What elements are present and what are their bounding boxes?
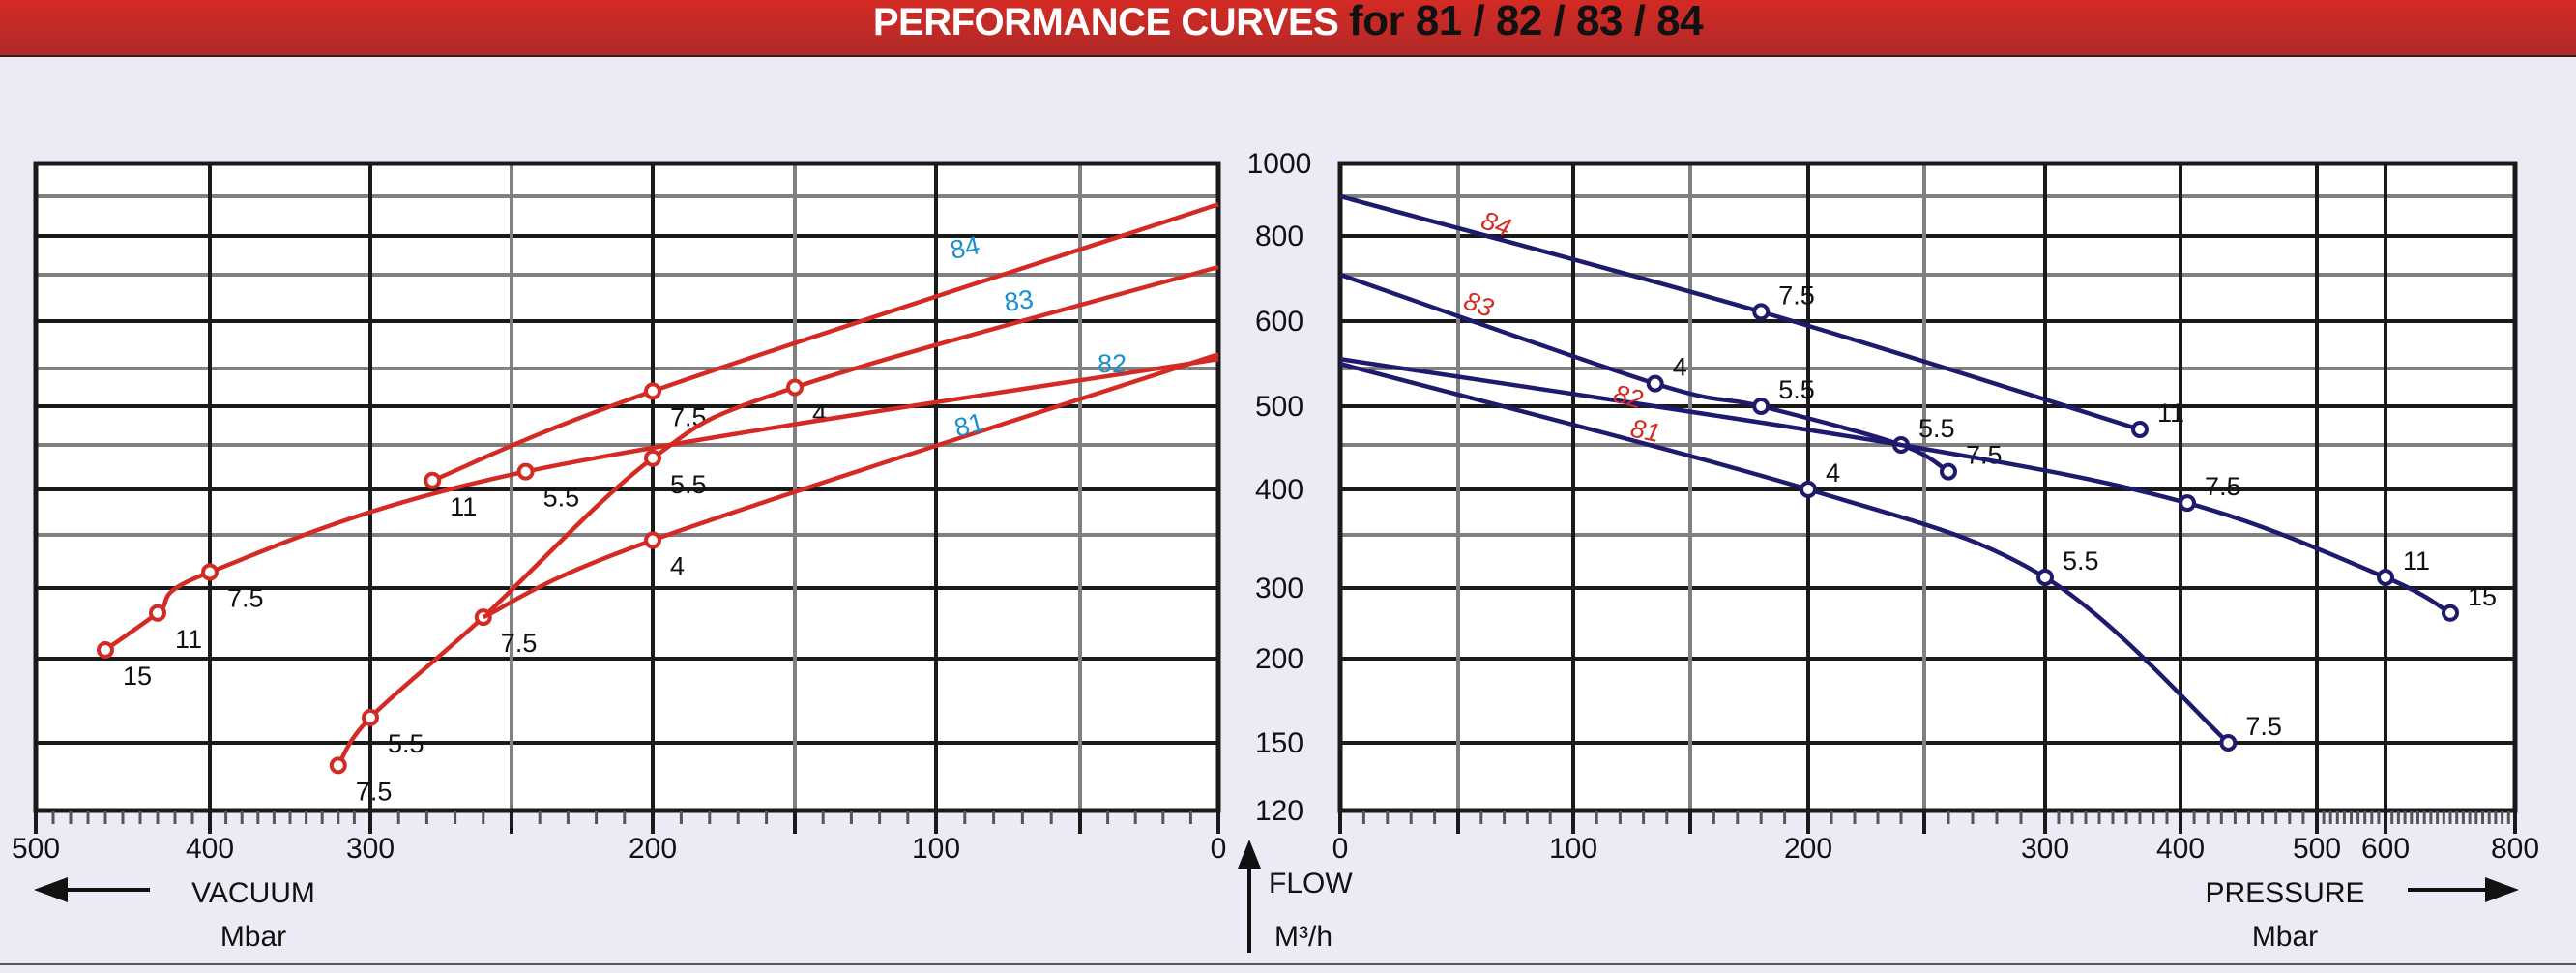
vacuum-curves: 11 7.5 7.5 5.5 7.5 5.5 4 15 11 7.5 5.5 4 [97, 202, 1219, 806]
data-point-marker [644, 531, 661, 549]
pressure-tick-label: 800 [2491, 833, 2539, 865]
data-point-marker [644, 449, 661, 467]
kw-label: 5.5 [543, 484, 580, 513]
flow-tick-label: 200 [1255, 643, 1303, 675]
kw-label: 5.5 [388, 729, 424, 758]
data-point-marker [2036, 569, 2054, 586]
data-point-marker [2377, 569, 2394, 586]
kw-label: 11 [450, 492, 477, 521]
data-point-marker [362, 708, 379, 726]
kw-label: 11 [2157, 398, 2184, 428]
data-point-marker [2442, 604, 2459, 622]
vacuum-tick-label: 100 [912, 833, 960, 865]
pressure-tick-label: 600 [2361, 833, 2410, 865]
pressure-tick-label: 500 [2293, 833, 2341, 865]
arrow-left-icon [34, 877, 68, 902]
model-label-84: 84 [948, 230, 982, 265]
kw-label: 11 [2403, 546, 2430, 575]
vacuum-grid [33, 161, 1221, 813]
kw-label: 7.5 [2205, 472, 2241, 501]
data-point-marker [97, 641, 114, 659]
flow-tick-label: 120 [1255, 795, 1303, 827]
data-point-marker [424, 471, 442, 489]
data-point-marker [516, 462, 535, 481]
bottom-divider [0, 963, 2576, 965]
kw-label: 4 [1673, 353, 1687, 382]
data-point-marker [1752, 398, 1771, 415]
flow-tick-label: 800 [1255, 221, 1303, 252]
curve-81 [1339, 361, 2230, 745]
arrow-up-icon [1238, 840, 1261, 869]
kw-label: 7.5 [356, 777, 393, 806]
model-label-81: 81 [1628, 414, 1663, 449]
flow-axis-label: FLOW [1269, 868, 1353, 899]
axis-arrows [34, 840, 2519, 953]
flow-tick-label: 400 [1255, 474, 1303, 506]
flow-unit-label: M³/h [1274, 921, 1332, 953]
flow-tick-label: 300 [1255, 573, 1303, 604]
vacuum-tick-label: 400 [186, 833, 234, 865]
vacuum-unit-label: Mbar [220, 921, 286, 953]
kw-label: 15 [2468, 582, 2497, 611]
pressure-unit-label: Mbar [2252, 921, 2318, 953]
pressure-grid [1337, 161, 2518, 813]
data-point-marker [2179, 494, 2197, 513]
kw-label: 5.5 [2063, 546, 2099, 575]
data-point-marker [1800, 481, 1817, 498]
data-point-marker [201, 563, 219, 581]
kw-label: 4 [1826, 458, 1840, 487]
vacuum-tick-label: 300 [346, 833, 395, 865]
kw-label: 5.5 [670, 470, 707, 499]
kw-label: 5.5 [1918, 414, 1955, 443]
pressure-tick-label: 400 [2156, 833, 2205, 865]
data-point-marker [2219, 734, 2238, 752]
kw-label: 7.5 [227, 584, 264, 613]
title-main: PERFORMANCE CURVES [872, 1, 1339, 44]
kw-label: 11 [175, 625, 202, 654]
data-point-marker [1752, 303, 1771, 321]
model-label-83: 83 [1003, 284, 1036, 317]
pressure-x-ticks [1338, 811, 2517, 834]
data-point-marker [1646, 374, 1664, 393]
flow-tick-label: 600 [1255, 306, 1303, 338]
kw-label: 7.5 [501, 629, 538, 658]
pressure-tick-label: 300 [2021, 833, 2069, 865]
title-bar: PERFORMANCE CURVES for 81 / 82 / 83 / 84 [0, 0, 2576, 57]
kw-label: 7.5 [2245, 712, 2282, 741]
flow-tick-label: 500 [1255, 391, 1303, 423]
pressure-axis-label: PRESSURE [2205, 877, 2364, 909]
vacuum-x-ticks [34, 811, 1220, 834]
curve-84 [431, 202, 1219, 483]
page-title: PERFORMANCE CURVES for 81 / 82 / 83 / 84 [0, 0, 2576, 44]
vacuum-tick-label: 500 [12, 833, 60, 865]
vacuum-tick-label: 200 [629, 833, 677, 865]
data-point-marker [329, 756, 347, 775]
flow-tick-label: 1000 [1247, 148, 1312, 180]
kw-label: 5.5 [1778, 375, 1815, 404]
data-point-marker [786, 378, 804, 397]
data-point-marker [2131, 421, 2149, 438]
flow-tick-label: 150 [1255, 727, 1303, 759]
model-label-82: 82 [1098, 349, 1127, 378]
kw-label: 4 [670, 552, 685, 581]
kw-label: 7.5 [670, 402, 707, 431]
kw-label: 7.5 [1778, 280, 1815, 310]
pressure-tick-label: 0 [1332, 833, 1349, 865]
data-point-marker [1940, 462, 1957, 481]
vacuum-tick-label: 0 [1211, 833, 1227, 865]
data-point-marker [644, 382, 661, 400]
data-point-marker [149, 604, 166, 622]
pressure-tick-label: 200 [1784, 833, 1832, 865]
arrow-right-icon [2485, 877, 2519, 902]
kw-label: 4 [812, 399, 827, 428]
curve-81 [482, 352, 1219, 620]
pressure-tick-label: 100 [1549, 833, 1597, 865]
kw-label: 15 [123, 662, 152, 691]
vacuum-axis-label: VACUUM [191, 877, 315, 909]
title-models: for 81 / 82 / 83 / 84 [1348, 0, 1704, 44]
